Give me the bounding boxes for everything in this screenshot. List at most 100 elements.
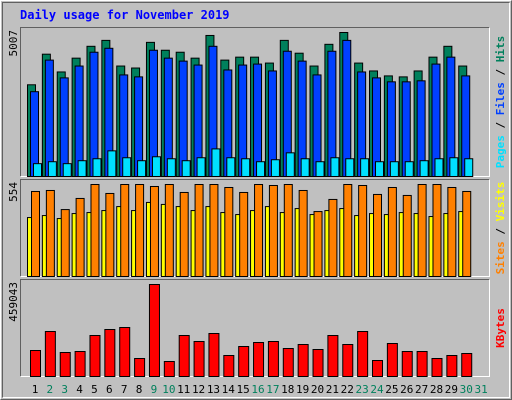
x-tick-label: 25 xyxy=(385,383,398,396)
bar xyxy=(419,160,429,178)
x-tick-label: 5 xyxy=(91,383,98,396)
bar xyxy=(372,360,384,377)
legend-separator: / xyxy=(494,62,507,82)
bar xyxy=(44,59,54,178)
bar xyxy=(297,344,309,378)
bar xyxy=(239,191,249,277)
y-tick-label: 5007 xyxy=(7,30,20,57)
bar xyxy=(298,189,308,277)
bar xyxy=(358,184,368,277)
x-tick-label: 13 xyxy=(207,383,220,396)
x-tick-label: 19 xyxy=(296,383,309,396)
bar xyxy=(45,189,55,277)
bar xyxy=(343,184,353,277)
bar xyxy=(449,157,459,178)
x-tick-label: 29 xyxy=(445,383,458,396)
x-tick-label: 10 xyxy=(162,383,175,396)
bar xyxy=(105,192,115,278)
legend-separator: / xyxy=(494,115,507,135)
legend-entry: Hits xyxy=(494,36,507,63)
bar xyxy=(342,344,354,378)
bar xyxy=(226,157,236,178)
bar xyxy=(89,335,101,377)
bar xyxy=(404,161,414,178)
x-tick-label: 7 xyxy=(121,383,128,396)
bar xyxy=(446,355,458,377)
bar xyxy=(373,193,383,277)
bar xyxy=(92,158,102,178)
bar xyxy=(75,197,85,278)
bar xyxy=(74,351,86,378)
bar xyxy=(434,158,444,178)
bar xyxy=(149,185,159,277)
bar xyxy=(178,60,188,177)
bar xyxy=(151,156,161,178)
x-tick-label: 30 xyxy=(460,383,473,396)
x-tick-label: 23 xyxy=(356,383,369,396)
bar xyxy=(315,161,325,178)
x-tick-label: 2 xyxy=(47,383,54,396)
bar xyxy=(342,39,352,177)
y-tick-label: 459043 xyxy=(7,282,20,322)
bar xyxy=(283,184,293,277)
bar xyxy=(432,184,442,277)
bar xyxy=(119,327,131,378)
bar xyxy=(104,329,116,378)
bar xyxy=(89,51,99,177)
legend: Pages / Files / Hits xyxy=(494,36,507,169)
bar xyxy=(193,341,205,378)
legend-entry: Visits xyxy=(494,182,507,222)
legend-entry: KBytes xyxy=(494,308,507,348)
bar xyxy=(209,184,219,277)
bar xyxy=(148,284,160,377)
bar xyxy=(74,65,84,177)
bar xyxy=(223,355,235,377)
x-tick-label: 11 xyxy=(177,383,190,396)
bar xyxy=(386,343,398,377)
bar xyxy=(268,184,278,277)
bar xyxy=(211,148,221,178)
bar xyxy=(401,351,413,378)
x-tick-label: 1 xyxy=(32,383,39,396)
bar xyxy=(90,184,100,277)
legend-separator: / xyxy=(494,221,507,241)
bar xyxy=(253,342,265,378)
bar xyxy=(300,158,310,178)
bar xyxy=(135,184,145,277)
bar xyxy=(30,349,41,377)
bar xyxy=(345,158,355,178)
bar xyxy=(357,331,369,377)
bar xyxy=(134,358,146,377)
bar xyxy=(375,161,385,178)
bar xyxy=(461,353,473,378)
bar xyxy=(416,351,428,378)
x-tick-label: 4 xyxy=(76,383,83,396)
x-tick-label: 6 xyxy=(106,383,113,396)
bar xyxy=(282,347,294,378)
bar xyxy=(60,209,70,277)
bar xyxy=(164,184,174,277)
x-tick-label: 31 xyxy=(474,383,487,396)
x-tick-label: 3 xyxy=(61,383,68,396)
bar xyxy=(254,184,264,277)
legend: KBytes xyxy=(494,308,507,348)
bar xyxy=(196,157,206,178)
legend: Sites / Visits xyxy=(494,182,507,275)
x-tick-label: 20 xyxy=(311,383,324,396)
bar xyxy=(389,161,399,178)
x-tick-label: 15 xyxy=(237,383,250,396)
y-tick-label: 554 xyxy=(7,182,20,202)
x-tick-label: 28 xyxy=(430,383,443,396)
panel-edge xyxy=(20,279,490,377)
x-tick-label: 17 xyxy=(266,383,279,396)
bar xyxy=(163,361,175,377)
bar xyxy=(166,158,176,178)
x-tick-label: 18 xyxy=(281,383,294,396)
x-tick-label: 9 xyxy=(151,383,158,396)
x-tick-label: 27 xyxy=(415,383,428,396)
bar xyxy=(44,331,56,377)
x-tick-label: 8 xyxy=(136,383,143,396)
legend-entry: Pages xyxy=(494,135,507,168)
